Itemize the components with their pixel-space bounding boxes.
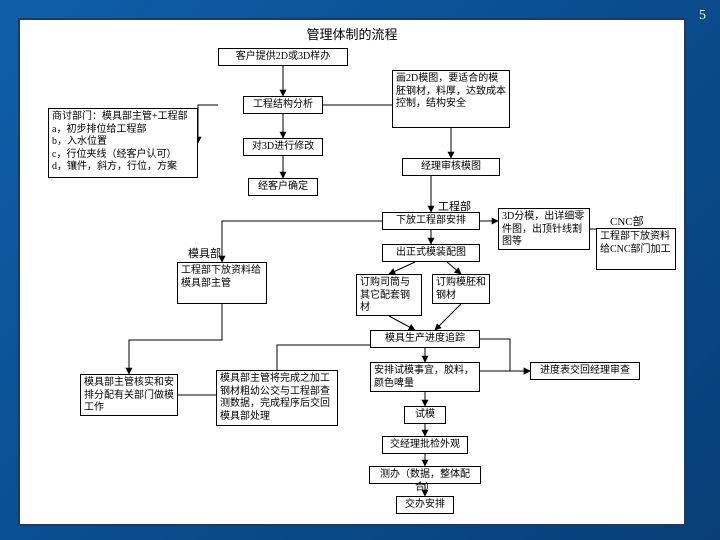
flow-node-n11: 模具生产进度追踪 xyxy=(370,330,480,348)
flow-node-n16: 交办安排 xyxy=(396,496,454,514)
edge-20 xyxy=(277,345,370,370)
flow-node-n3: 对3D进行修改 xyxy=(243,138,323,156)
flow-node-n20: 模具部主管将完成之加工钢材粗幼公交与工程部查测数据，完成程序后交回模具部处理 xyxy=(216,370,338,426)
flow-node-n2: 工程结构分析 xyxy=(243,96,323,114)
section-label-cnc: CNC部 xyxy=(610,213,644,229)
edge-9 xyxy=(447,262,461,274)
edge-17 xyxy=(222,221,382,262)
slide-stage: 5 管理体制的流程 模具部 工程部 CNC部 客户提供2D或3D样办工程结构分析… xyxy=(0,0,720,540)
flow-node-n6: 经理审核模图 xyxy=(402,158,500,176)
flow-node-n4: 经客户确定 xyxy=(248,178,318,196)
flow-node-n10: 订购模胚和钢材 xyxy=(432,274,490,304)
page-number: 5 xyxy=(699,8,706,24)
flow-node-n13: 试模 xyxy=(404,406,446,424)
flow-node-n19: 模具部主管核实和安排分配有关部门做模工作 xyxy=(80,374,178,416)
flow-node-n15: 测办（数据，整体配合） xyxy=(369,466,481,484)
flow-node-n1: 客户提供2D或3D样办 xyxy=(218,48,348,66)
flowchart-edges xyxy=(20,20,684,524)
flow-node-n17: 商讨部门：模具部主管+工程部 a，初步排位给工程部 b，入水位置 c，行位夹线（… xyxy=(48,108,198,178)
flow-node-n23: 进度表交回经理审查 xyxy=(530,362,640,380)
flowchart-card: 管理体制的流程 模具部 工程部 CNC部 客户提供2D或3D样办工程结构分析对3… xyxy=(18,18,686,526)
edge-18 xyxy=(129,304,222,374)
edge-3 xyxy=(198,105,218,143)
flow-node-n22: 工程部下放资料给CNC部门加工 xyxy=(596,228,676,270)
flow-node-n9: 订购司筒与其它配套钢材 xyxy=(356,274,422,316)
flow-node-n14: 交经理批检外观 xyxy=(382,436,468,454)
flow-node-n18: 工程部下放资料给模具部主管 xyxy=(177,262,267,304)
flow-node-n7: 下放工程部安排 xyxy=(382,212,480,230)
section-label-mold: 模具部 xyxy=(188,245,221,261)
flow-node-n8: 出正式模装配图 xyxy=(382,244,480,262)
edge-11 xyxy=(435,304,461,330)
edge-8 xyxy=(389,262,415,274)
flow-node-n5: 画2D模图，要适合的模胚钢材，料厚，达致成本控制，结构安全 xyxy=(392,70,510,128)
flow-node-n21: 3D分模，出详细零件图，出顶针线割图等 xyxy=(498,208,590,250)
edge-10 xyxy=(389,316,415,330)
flow-node-n12: 安排试模事宜，胶料，颜色啤量 xyxy=(370,362,480,392)
edge-23 xyxy=(480,339,530,371)
